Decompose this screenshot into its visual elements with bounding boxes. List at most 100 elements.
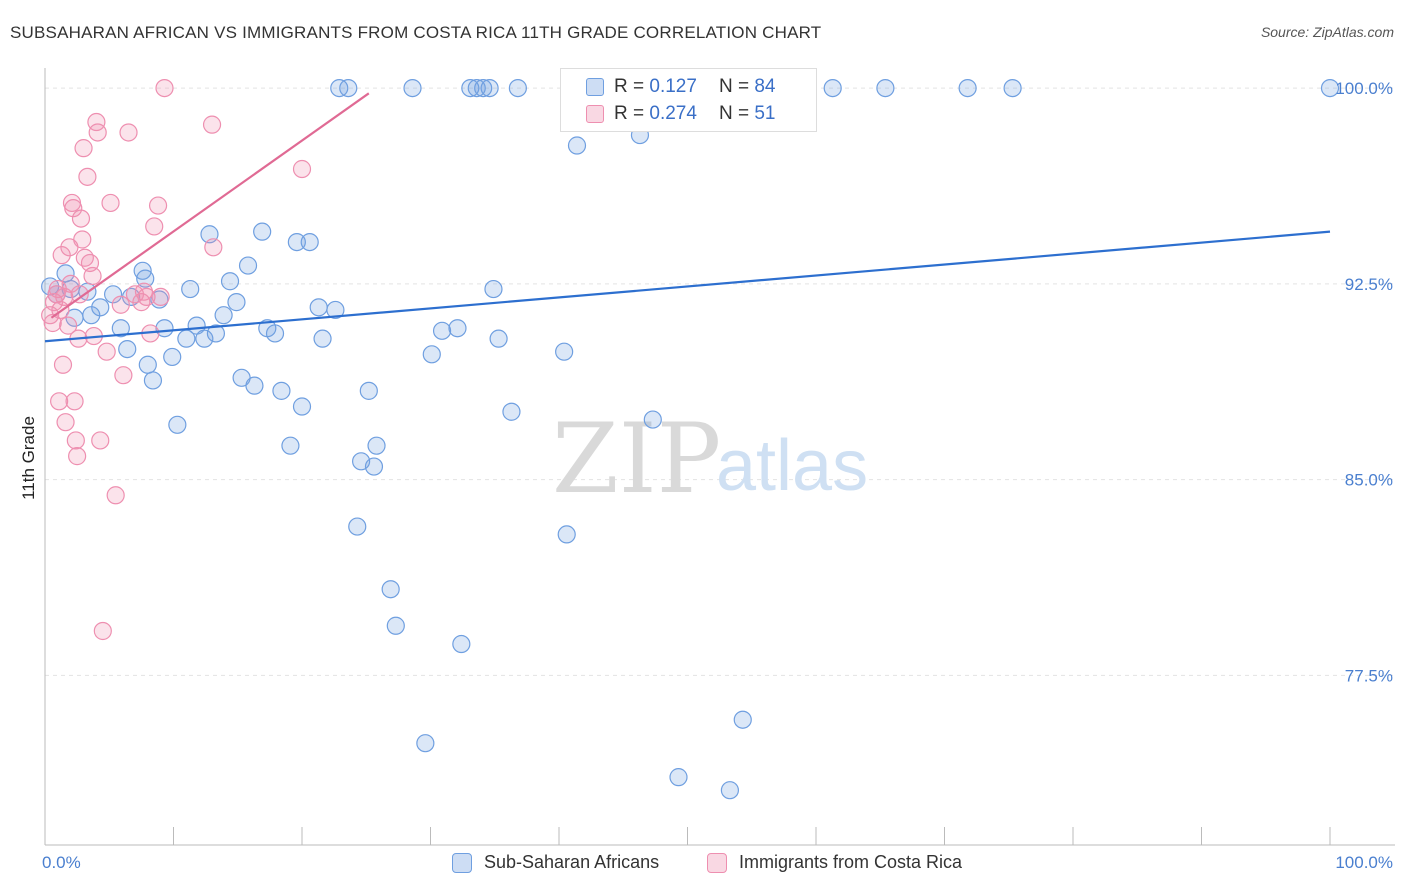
y-tick-label: 85.0% bbox=[1345, 471, 1393, 490]
point-subsaharan bbox=[214, 306, 233, 325]
y-tick-labels: 77.5% 85.0% 92.5% 100.0% bbox=[1335, 79, 1393, 685]
n-label: N = bbox=[718, 103, 750, 124]
point-subsaharan bbox=[91, 298, 110, 317]
point-costa-rica bbox=[202, 115, 222, 134]
point-subsaharan bbox=[669, 768, 688, 787]
point-subsaharan bbox=[309, 298, 328, 317]
point-subsaharan bbox=[461, 78, 480, 98]
point-costa-rica bbox=[74, 139, 93, 158]
legend-swatch-blue bbox=[452, 852, 472, 873]
watermark-zip-text: ZIP bbox=[552, 403, 721, 515]
point-costa-rica bbox=[101, 193, 120, 213]
legend-item-costa-rica[interactable]: Immigrants from Costa Rica bbox=[707, 852, 962, 873]
point-subsaharan bbox=[181, 279, 200, 299]
r-value: 0.127 bbox=[649, 76, 697, 97]
source-label: Source: ZipAtlas.com bbox=[1260, 24, 1394, 40]
r-label: R = bbox=[614, 76, 645, 97]
point-subsaharan bbox=[253, 222, 272, 241]
point-subsaharan bbox=[958, 78, 977, 98]
stats-legend-row-pink: R = 0.274 N = 51 bbox=[586, 102, 775, 126]
point-subsaharan bbox=[265, 324, 285, 343]
point-costa-rica bbox=[78, 167, 97, 186]
point-costa-rica bbox=[88, 123, 107, 142]
point-subsaharan bbox=[484, 279, 503, 299]
point-subsaharan bbox=[467, 78, 486, 98]
point-costa-rica bbox=[119, 123, 138, 142]
point-subsaharan bbox=[1003, 78, 1022, 98]
watermark: ZIP atlas bbox=[552, 403, 868, 515]
point-subsaharan bbox=[381, 580, 400, 599]
point-costa-rica bbox=[73, 230, 92, 249]
point-subsaharan bbox=[367, 436, 386, 455]
point-subsaharan bbox=[403, 78, 422, 98]
y-tick-label: 92.5% bbox=[1345, 275, 1393, 294]
point-subsaharan bbox=[292, 397, 312, 416]
x-tick-labels: 0.0% 100.0% bbox=[42, 853, 1393, 872]
point-subsaharan bbox=[733, 710, 752, 729]
trend-line-subsaharan bbox=[44, 230, 1331, 343]
point-subsaharan bbox=[326, 300, 345, 320]
point-subsaharan bbox=[1320, 78, 1340, 98]
watermark-atlas-text: atlas bbox=[716, 426, 868, 506]
point-costa-rica bbox=[70, 285, 89, 304]
point-subsaharan bbox=[643, 410, 662, 429]
point-subsaharan bbox=[555, 342, 574, 361]
point-subsaharan bbox=[287, 232, 306, 252]
point-costa-rica bbox=[61, 274, 80, 293]
point-costa-rica bbox=[52, 246, 71, 265]
y-axis-title: 11th Grade bbox=[19, 416, 38, 500]
point-costa-rica bbox=[83, 266, 102, 286]
point-subsaharan bbox=[448, 319, 467, 338]
stats-legend-row-blue: R = 0.127 N = 84 bbox=[586, 75, 775, 99]
point-costa-rica bbox=[71, 209, 91, 228]
point-subsaharan bbox=[557, 525, 576, 544]
y-tick-label: 100.0% bbox=[1335, 79, 1393, 98]
legend-label: Immigrants from Costa Rica bbox=[739, 852, 963, 872]
point-costa-rica bbox=[148, 196, 168, 215]
axes bbox=[44, 68, 1395, 846]
point-subsaharan bbox=[195, 329, 214, 348]
point-subsaharan bbox=[272, 381, 291, 400]
point-costa-rica bbox=[111, 295, 130, 314]
point-subsaharan bbox=[364, 457, 384, 476]
point-subsaharan bbox=[416, 734, 435, 753]
series-legend: Sub-Saharan Africans Immigrants from Cos… bbox=[0, 852, 1406, 876]
point-costa-rica bbox=[151, 287, 170, 306]
x-tick-label: 100.0% bbox=[1335, 853, 1393, 872]
point-subsaharan bbox=[823, 78, 842, 98]
legend-label: Sub-Saharan Africans bbox=[484, 852, 660, 872]
point-costa-rica bbox=[204, 238, 223, 257]
point-subsaharan bbox=[206, 324, 226, 343]
trend-line-costa-rica bbox=[50, 92, 370, 319]
point-subsaharan bbox=[432, 321, 452, 340]
point-subsaharan bbox=[111, 319, 130, 338]
legend-swatch-pink bbox=[586, 105, 604, 123]
point-subsaharan bbox=[245, 376, 264, 395]
point-subsaharan bbox=[567, 136, 587, 155]
point-costa-rica bbox=[292, 159, 312, 179]
point-costa-rica bbox=[145, 217, 164, 236]
point-costa-rica bbox=[106, 486, 125, 505]
r-value: 0.274 bbox=[649, 103, 697, 124]
legend-swatch-blue bbox=[586, 78, 604, 96]
point-costa-rica bbox=[134, 282, 154, 301]
point-subsaharan bbox=[452, 634, 471, 654]
point-subsaharan bbox=[386, 616, 405, 635]
point-costa-rica bbox=[50, 392, 69, 411]
point-subsaharan bbox=[502, 402, 521, 421]
legend-item-subsaharan[interactable]: Sub-Saharan Africans bbox=[452, 852, 659, 873]
point-costa-rica bbox=[65, 392, 84, 411]
point-costa-rica bbox=[97, 342, 116, 361]
point-subsaharan bbox=[508, 78, 527, 98]
point-subsaharan bbox=[348, 517, 367, 536]
point-subsaharan bbox=[238, 256, 258, 275]
point-subsaharan bbox=[339, 78, 358, 98]
point-subsaharan bbox=[168, 415, 187, 434]
point-subsaharan bbox=[138, 355, 157, 374]
point-subsaharan bbox=[489, 329, 508, 348]
point-costa-rica bbox=[114, 366, 133, 385]
point-costa-rica bbox=[137, 287, 156, 306]
point-subsaharan bbox=[163, 347, 182, 367]
r-label: R = bbox=[614, 103, 645, 124]
